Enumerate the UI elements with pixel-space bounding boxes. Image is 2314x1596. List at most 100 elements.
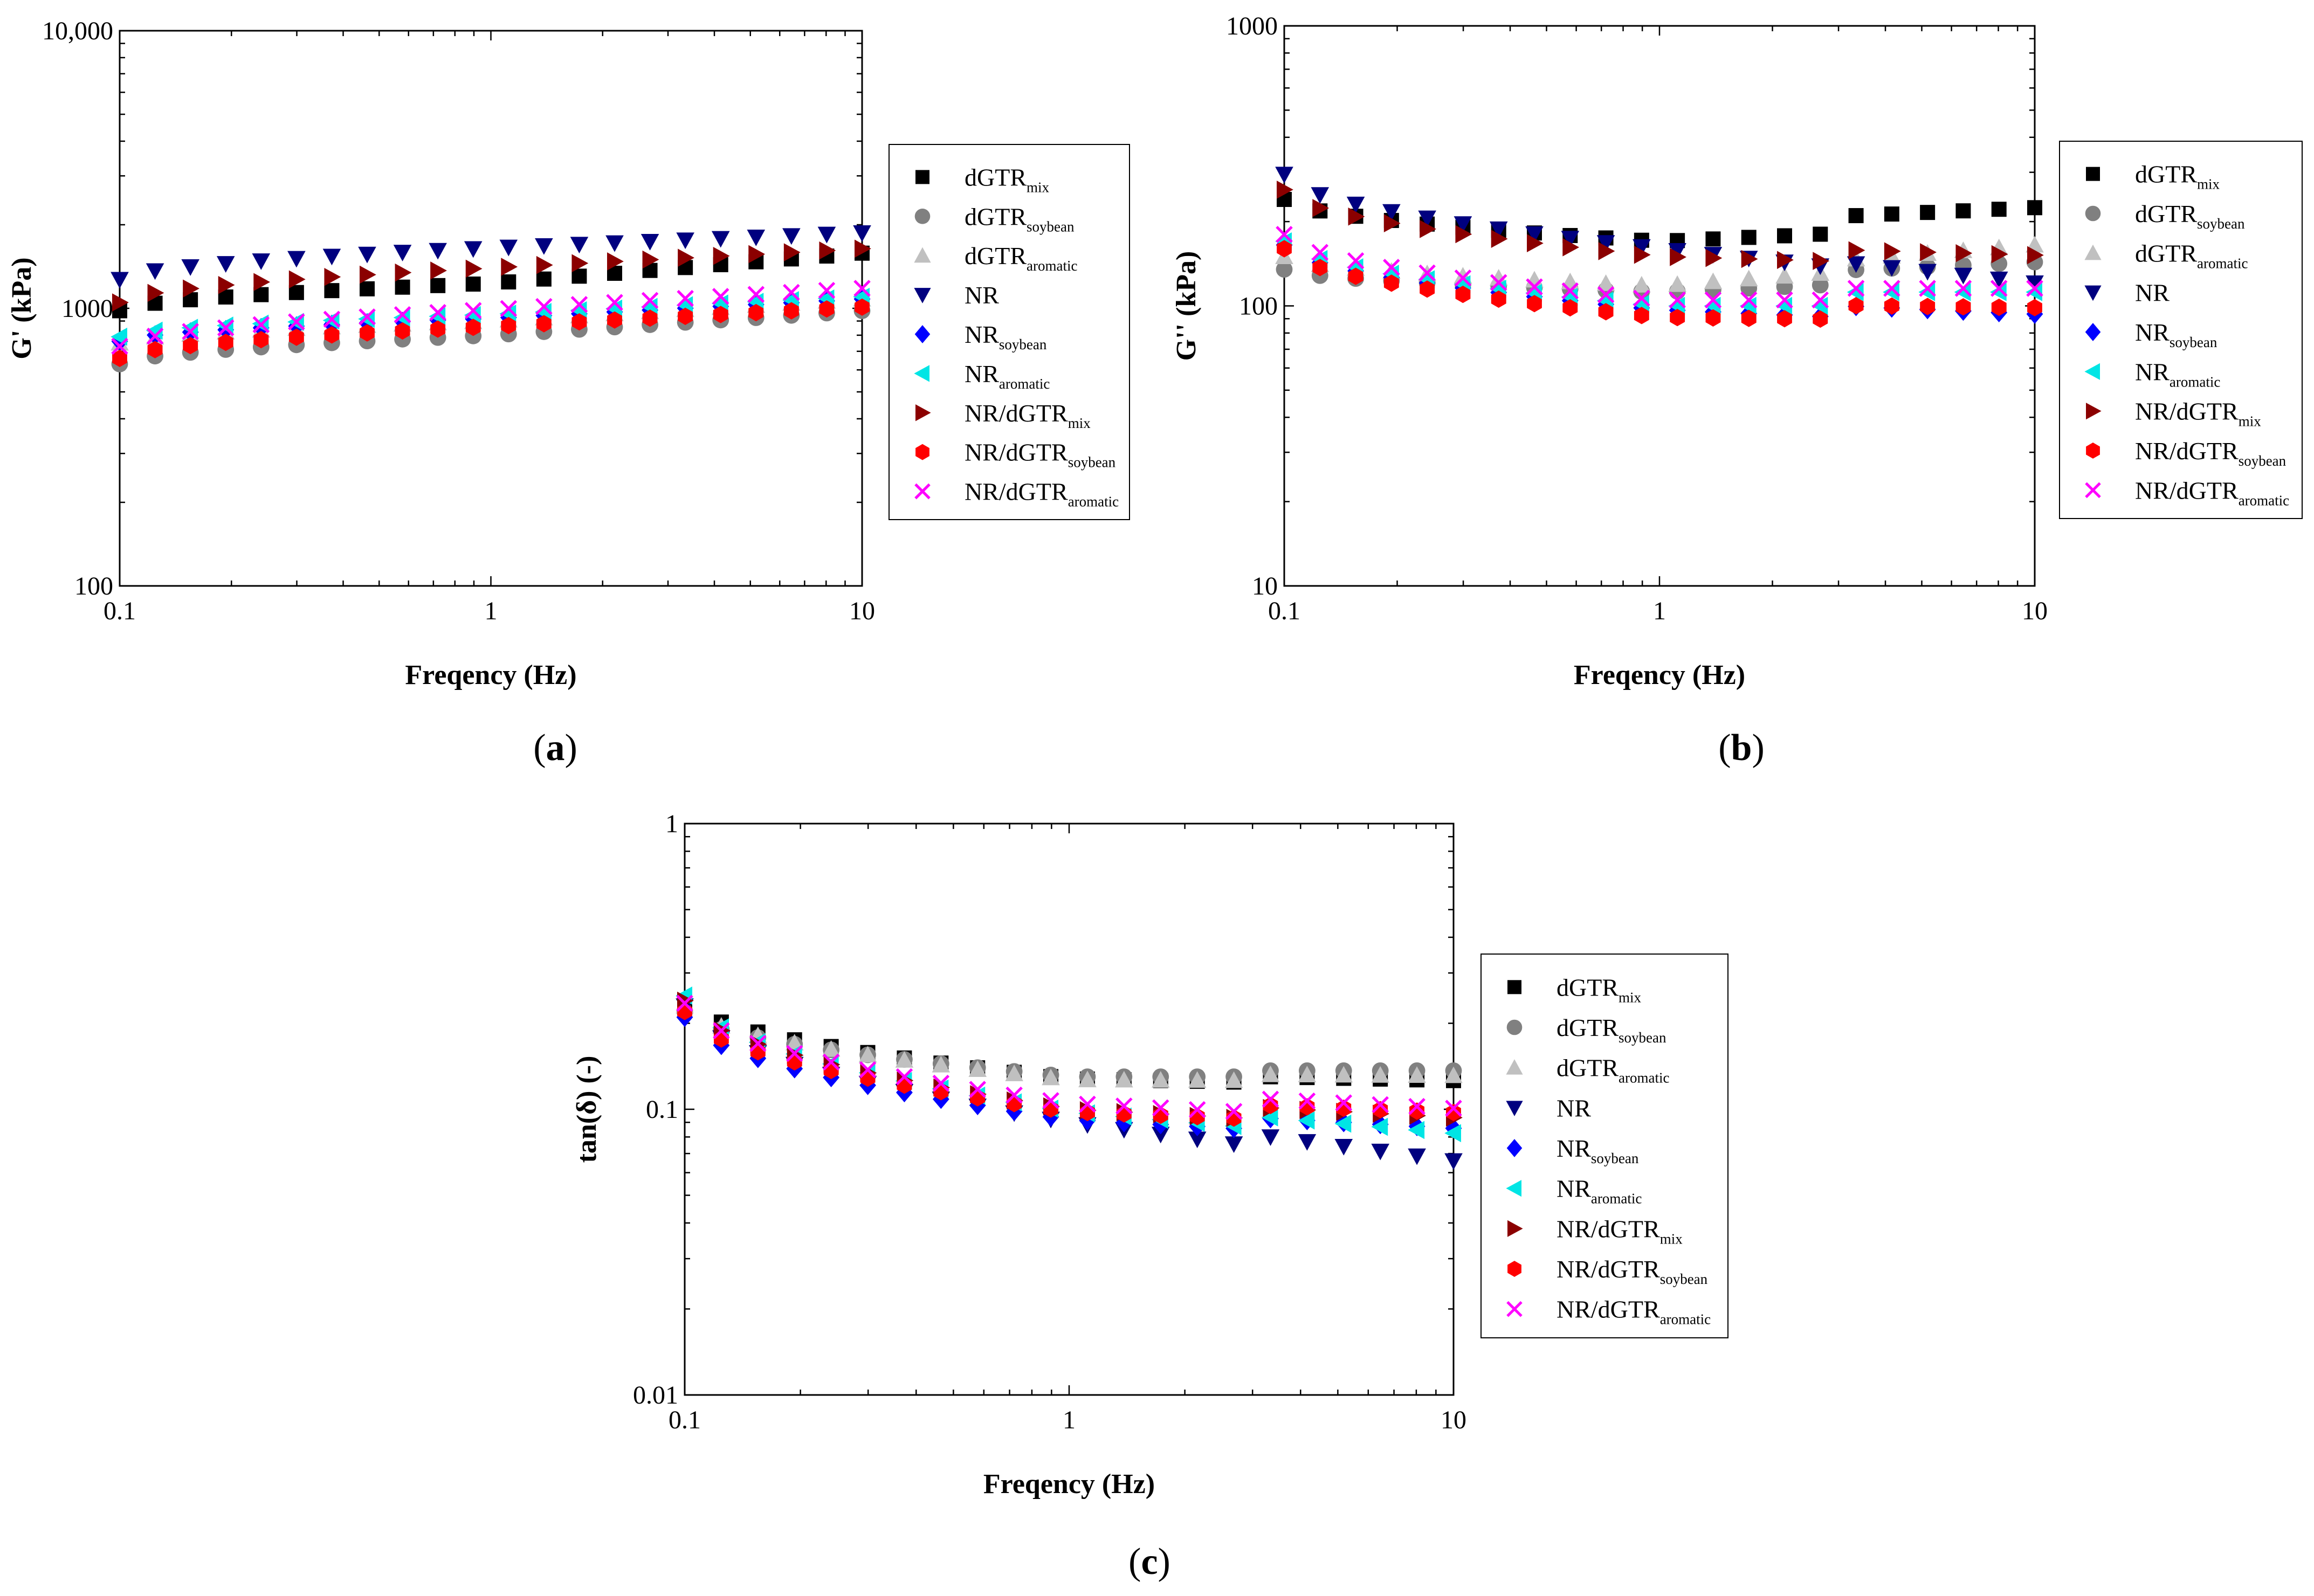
data-point	[822, 1053, 840, 1071]
data-point	[641, 233, 659, 251]
legend-entry: dGTRaromatic	[1506, 1054, 1669, 1086]
x-tick-label: 0.1	[669, 1406, 701, 1434]
legend-label: dGTRmix	[2135, 161, 2220, 192]
y-tick-label: 10	[1252, 572, 1278, 600]
legend-box	[889, 144, 1130, 520]
data-point	[1920, 205, 1936, 220]
data-point	[464, 306, 481, 324]
data-point	[1312, 259, 1328, 277]
data-point	[1454, 269, 1472, 287]
data-point	[858, 1046, 877, 1063]
legend-box	[2059, 141, 2303, 519]
data-point	[324, 326, 340, 344]
data-point	[358, 246, 376, 264]
data-point	[783, 243, 801, 261]
data-point	[783, 284, 800, 301]
data-point	[1633, 295, 1649, 314]
triangle-left-icon	[914, 365, 929, 382]
x-tick-label: 10	[2022, 597, 2048, 625]
data-point	[1813, 252, 1830, 270]
panel-label: (a)	[533, 727, 577, 769]
data-point	[1408, 1098, 1425, 1115]
data-point	[1918, 264, 1937, 281]
data-point	[395, 263, 412, 282]
legend: dGTRmix dGTRsoybean dGTRaromatic NR NRsoybea…	[1480, 954, 1728, 1338]
data-point	[1299, 1098, 1315, 1116]
legend: dGTRmix dGTRsoybean dGTRaromatic NR NRsoybea…	[889, 144, 1130, 520]
data-point	[323, 310, 341, 328]
data-point	[1739, 296, 1757, 315]
legend-entry: NR/dGTRsoybean	[2086, 437, 2287, 469]
data-point	[1346, 196, 1365, 213]
data-point	[968, 1060, 987, 1077]
data-point	[429, 307, 446, 326]
y-axis-label: G' (kPa)	[6, 257, 37, 359]
legend-label: dGTRsoybean	[1557, 1014, 1666, 1046]
data-point	[147, 341, 163, 358]
data-point	[1188, 1071, 1207, 1088]
legend-label: NR/dGTRaromatic	[2135, 476, 2289, 508]
data-point	[1954, 283, 1971, 301]
data-point	[536, 315, 552, 333]
y-tick-label: 100	[74, 572, 113, 600]
data-point	[1776, 291, 1793, 309]
legend-label: dGTRmix	[1557, 973, 1642, 1005]
data-point	[855, 239, 871, 258]
data-point	[1955, 244, 1973, 262]
data-point	[216, 256, 235, 273]
y-tick-label: 0.01	[633, 1381, 678, 1410]
data-point	[712, 288, 729, 305]
data-point	[1079, 1095, 1096, 1113]
data-point	[288, 270, 306, 289]
x-tick-label: 10	[1441, 1406, 1466, 1434]
data-point	[1042, 1092, 1059, 1109]
data-point	[748, 245, 766, 264]
data-point	[1527, 234, 1544, 253]
data-point	[288, 285, 304, 300]
data-point	[2026, 283, 2042, 301]
data-point	[817, 226, 836, 244]
data-point	[1633, 289, 1650, 307]
triangle-up-icon	[2084, 244, 2102, 260]
data-point	[183, 279, 199, 298]
data-point	[430, 261, 447, 280]
data-point	[1527, 295, 1542, 313]
data-point	[1152, 1099, 1169, 1116]
data-point	[1444, 1153, 1463, 1170]
data-point	[932, 1074, 950, 1092]
data-point	[1954, 280, 1972, 297]
data-point	[1775, 296, 1792, 315]
legend-entry: NR	[1506, 1094, 1591, 1122]
legend-entry: NR/dGTRsoybean	[915, 439, 1116, 471]
data-point	[1704, 291, 1722, 309]
triangle-right-icon	[915, 404, 931, 422]
data-point	[819, 241, 836, 260]
square-icon	[2086, 167, 2100, 181]
data-point	[1383, 214, 1401, 233]
legend-entry: NR/dGTRaromatic	[1506, 1296, 1711, 1328]
diamond-icon	[2085, 323, 2101, 341]
data-point	[1335, 1094, 1353, 1111]
data-point	[1848, 297, 1864, 315]
legend-entry: dGTRmix	[2086, 161, 2220, 192]
data-point	[1491, 290, 1506, 308]
diamond-icon	[1506, 1139, 1523, 1157]
data-point	[1420, 280, 1435, 298]
data-point	[1006, 1086, 1023, 1104]
data-point	[1444, 1066, 1463, 1083]
data-point	[501, 316, 516, 335]
data-point	[895, 1051, 914, 1068]
legend-entry: dGTRsoybean	[1506, 1014, 1666, 1046]
data-point	[1883, 283, 1899, 301]
triangle-down-icon	[2084, 285, 2102, 301]
panel-label: (b)	[1718, 727, 1765, 769]
data-point	[1955, 298, 1971, 316]
legend-label: NR/dGTRsoybean	[1557, 1255, 1708, 1287]
y-axis-label: tan(δ) (-)	[571, 1056, 602, 1163]
data-point	[853, 280, 871, 297]
data-point	[1847, 280, 1865, 297]
data-point	[1446, 1103, 1461, 1122]
data-point	[1920, 243, 1937, 261]
data-point	[1596, 235, 1615, 252]
circle-icon	[2085, 205, 2101, 222]
